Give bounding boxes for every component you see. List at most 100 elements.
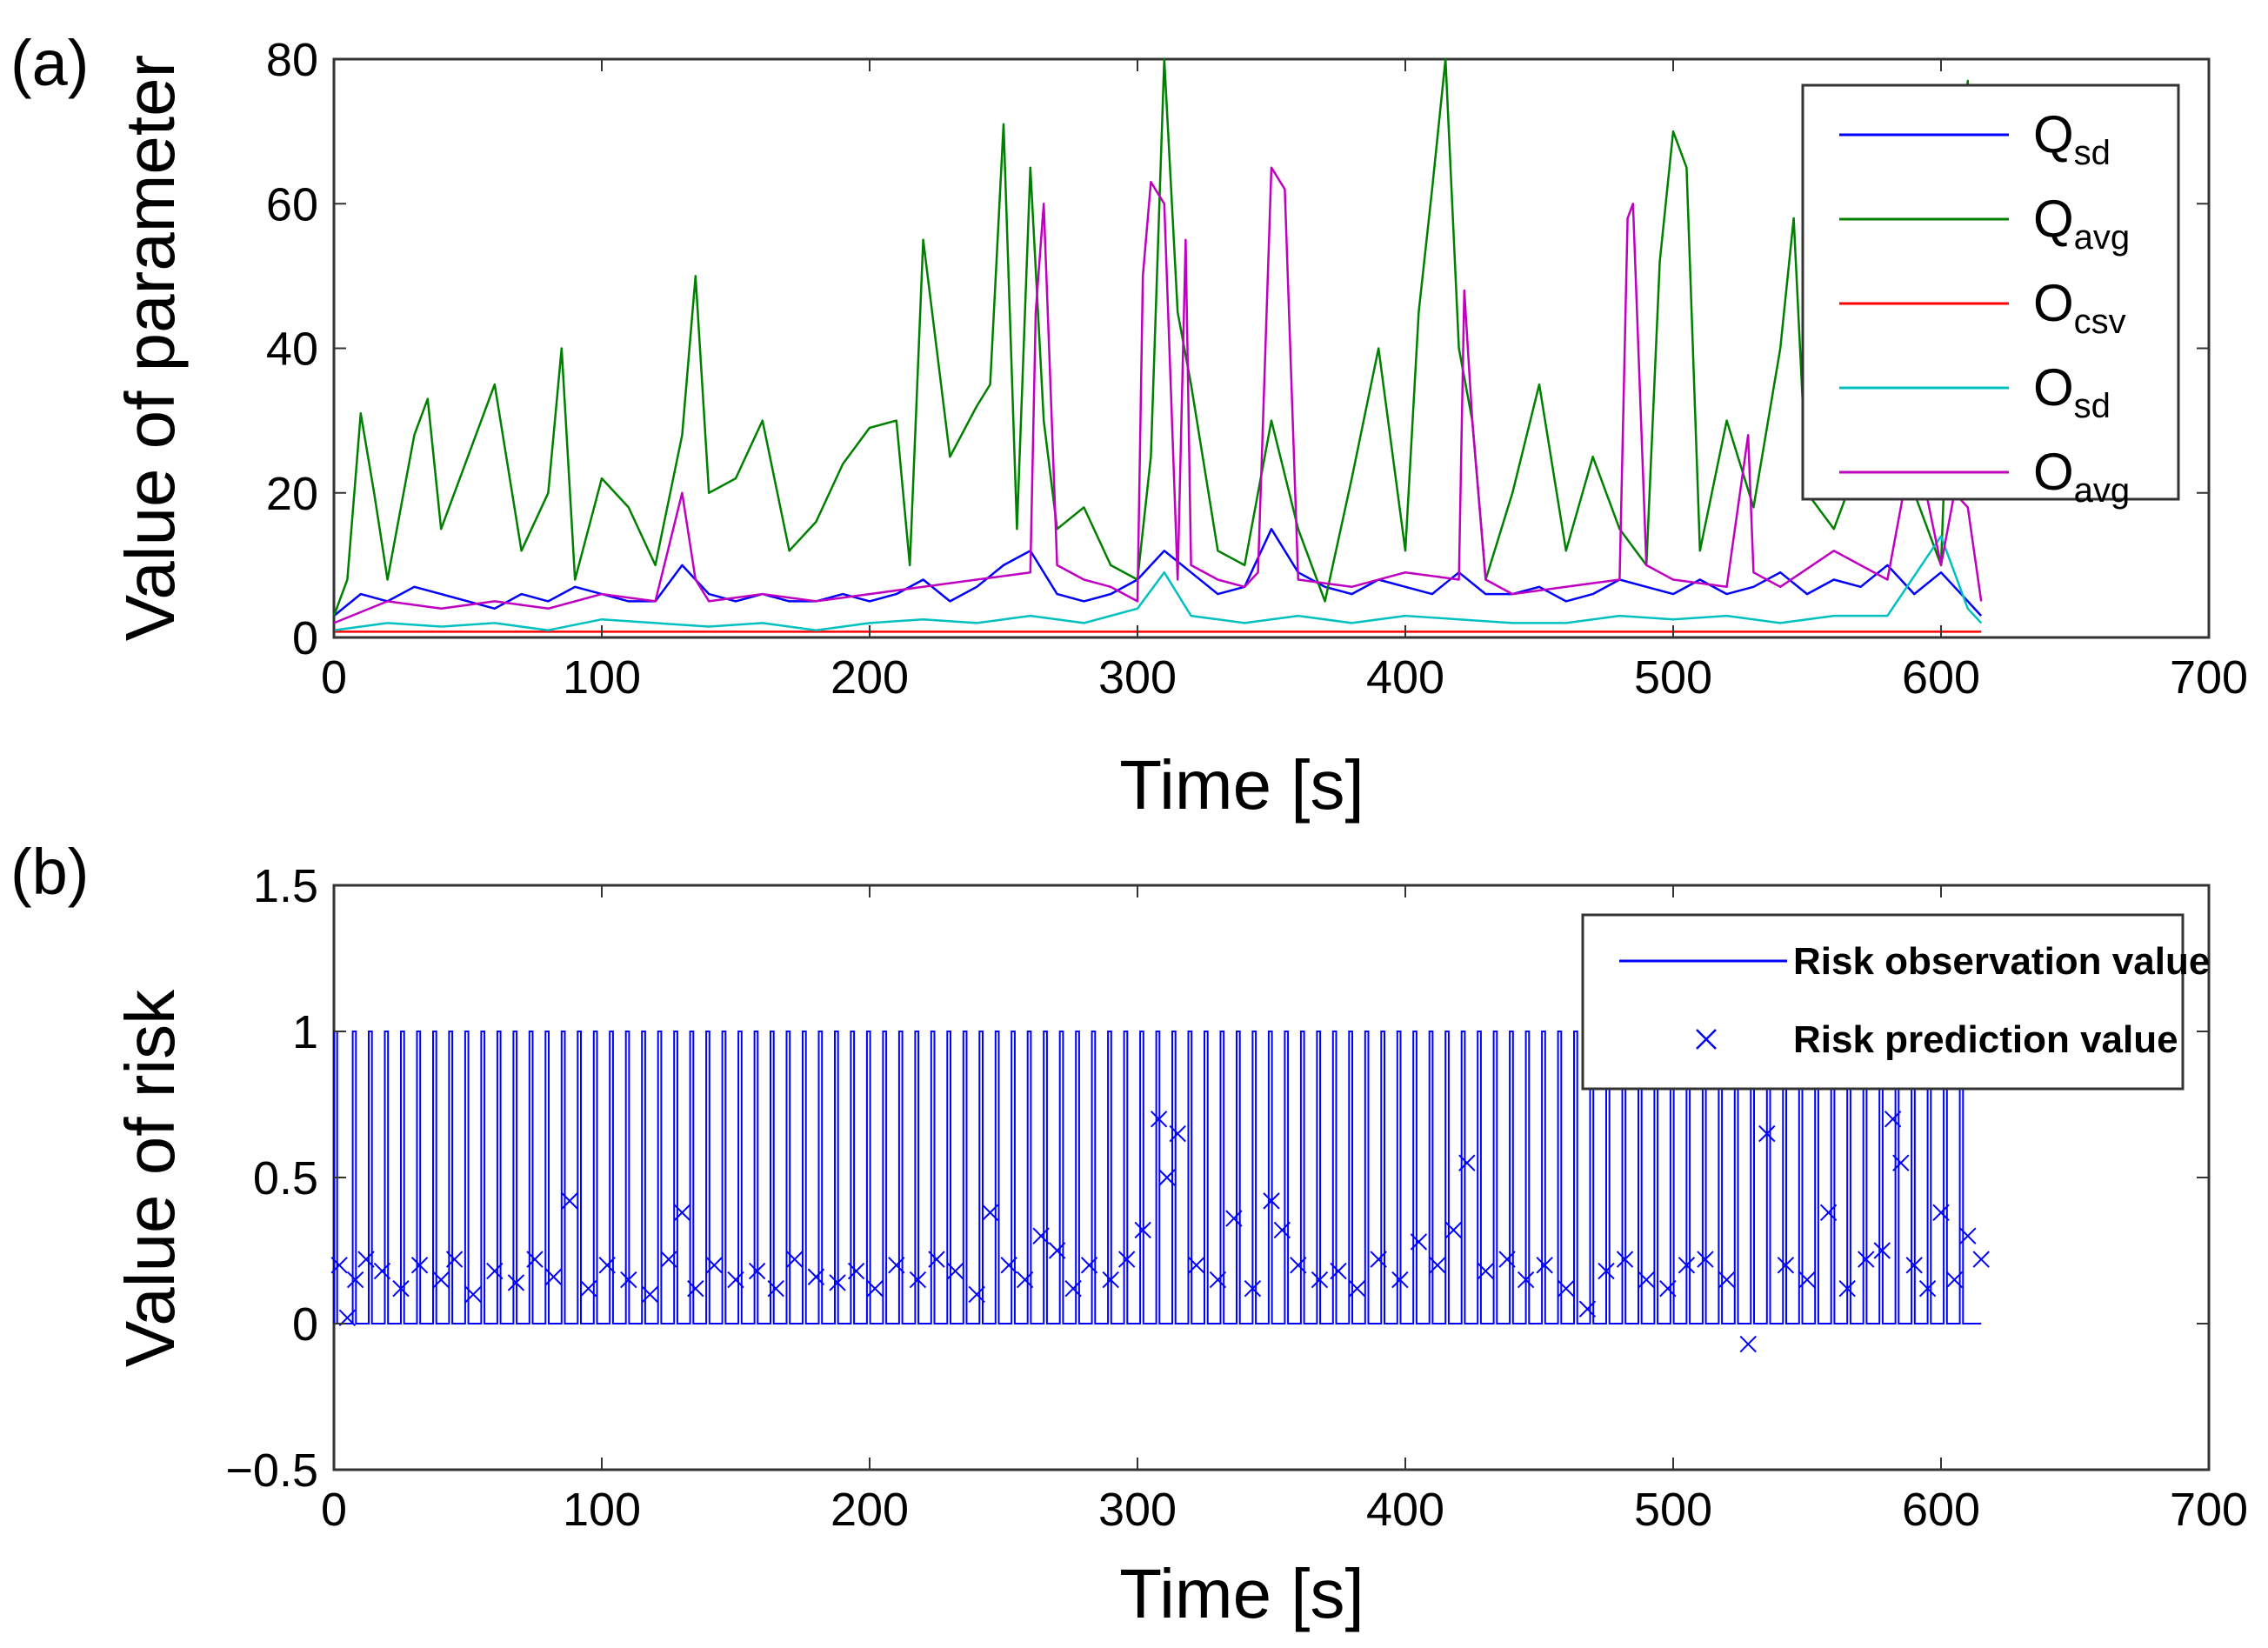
risk-prediction-point <box>1048 1242 1066 1259</box>
risk-prediction-point <box>544 1268 563 1285</box>
risk-prediction-point <box>1273 1221 1291 1239</box>
risk-prediction-point <box>346 1271 364 1289</box>
plot-a-legend-box <box>1801 83 2180 501</box>
y-tick-label: 0.5 <box>253 1152 318 1204</box>
risk-prediction-point <box>673 1204 691 1222</box>
series-line-risk-observation <box>333 1031 1982 1324</box>
plot-a-x-label: Time [s] <box>1119 746 1364 824</box>
risk-prediction-point <box>866 1279 884 1298</box>
plot-b-legend-box <box>1581 913 2185 1091</box>
y-tick-label: 0 <box>292 612 318 664</box>
risk-prediction-point <box>1517 1271 1535 1289</box>
risk-prediction-point <box>1263 1192 1280 1210</box>
risk-prediction-point <box>1000 1257 1017 1274</box>
risk-prediction-point <box>1410 1233 1428 1251</box>
risk-prediction-point <box>1209 1271 1227 1289</box>
x-tick-label: 500 <box>1634 1484 1712 1536</box>
y-tick-label: 40 <box>266 324 318 376</box>
risk-prediction-point <box>727 1271 744 1289</box>
risk-prediction-point <box>432 1271 450 1289</box>
y-tick-label: 0 <box>292 1298 318 1351</box>
risk-prediction-point <box>1370 1251 1387 1268</box>
risk-prediction-point <box>807 1268 825 1285</box>
risk-prediction-point <box>786 1251 804 1268</box>
risk-prediction-point <box>1873 1242 1891 1259</box>
risk-prediction-point <box>1918 1279 1937 1298</box>
risk-prediction-point <box>888 1257 905 1274</box>
risk-prediction-point <box>486 1262 504 1280</box>
risk-prediction-point <box>1290 1257 1307 1274</box>
risk-prediction-point <box>561 1192 578 1210</box>
risk-prediction-point <box>641 1285 659 1304</box>
panel-a-label: (a) <box>10 27 89 99</box>
risk-prediction-point <box>1158 1169 1176 1186</box>
risk-prediction-point <box>829 1274 846 1291</box>
risk-prediction-point <box>1429 1257 1446 1274</box>
risk-prediction-point <box>1150 1111 1168 1128</box>
x-tick-label: 100 <box>563 651 641 704</box>
series-line-oavg <box>333 166 1983 624</box>
risk-prediction-point <box>1536 1257 1553 1274</box>
risk-prediction-point <box>620 1271 637 1289</box>
risk-prediction-point <box>1758 1124 1776 1143</box>
plot-b-ticks: 0 100 200 300 400 500 600 700−0.500.511.5 <box>225 860 2248 1536</box>
risk-prediction-point <box>1080 1257 1098 1274</box>
plot-a-y-label: Value of parameter <box>111 55 189 641</box>
risk-prediction-point <box>1102 1271 1119 1289</box>
x-tick-label: 0 <box>321 651 347 704</box>
risk-prediction-point <box>1616 1251 1634 1268</box>
legend-label-oavg: Oavg <box>2033 443 2130 510</box>
risk-prediction-point <box>579 1279 597 1298</box>
plot-b-series <box>330 1031 1990 1353</box>
legend-label-qsd: Qsd <box>2033 105 2111 172</box>
risk-prediction-point <box>1064 1279 1082 1298</box>
risk-prediction-point <box>1819 1204 1838 1222</box>
legend-label-qavg: Qavg <box>2033 190 2130 257</box>
risk-prediction-point <box>1945 1271 1964 1289</box>
risk-prediction-point <box>392 1279 410 1298</box>
risk-prediction-point <box>330 1257 348 1274</box>
risk-prediction-point <box>1718 1271 1736 1289</box>
series-line-osd <box>333 535 1983 631</box>
x-tick-label: 0 <box>321 1484 347 1536</box>
risk-prediction-point <box>847 1262 865 1280</box>
risk-prediction-point <box>1972 1251 1990 1268</box>
x-tick-label: 300 <box>1098 1484 1177 1536</box>
risk-prediction-point <box>598 1257 616 1274</box>
risk-prediction-point <box>1578 1300 1597 1318</box>
risk-prediction-point <box>445 1251 464 1268</box>
risk-prediction-point <box>1659 1279 1677 1298</box>
risk-prediction-point <box>968 1285 985 1304</box>
x-tick-label: 600 <box>1902 651 1980 704</box>
risk-prediction-point <box>1884 1111 1902 1128</box>
x-tick-label: 500 <box>1634 651 1712 704</box>
y-tick-label: 1 <box>292 1006 318 1058</box>
legend-label-risk-prediction: Risk prediction value <box>1793 1018 2178 1061</box>
y-tick-label: −0.5 <box>225 1445 318 1497</box>
risk-prediction-point <box>1444 1221 1463 1239</box>
legend-label-osd: Osd <box>2033 358 2111 425</box>
plot-b-y-label: Value of risk <box>111 989 189 1367</box>
risk-prediction-point <box>1169 1124 1186 1143</box>
risk-prediction-point <box>507 1274 525 1291</box>
plot-a-ticks: 0 100 200 300 400 500 600 700 0 20 40 60 80 <box>266 34 2248 704</box>
risk-prediction-point <box>1477 1262 1495 1280</box>
risk-prediction-point <box>1244 1279 1262 1298</box>
risk-prediction-point <box>1798 1271 1816 1289</box>
risk-prediction-point <box>1858 1251 1875 1268</box>
x-tick-label: 100 <box>563 1484 641 1536</box>
risk-prediction-point <box>1905 1257 1923 1274</box>
x-tick-label: 400 <box>1366 1484 1444 1536</box>
legend-label-ocsv: Ocsv <box>2033 274 2126 341</box>
risk-prediction-point <box>1188 1257 1205 1274</box>
risk-prediction-point <box>687 1279 704 1298</box>
x-tick-label: 400 <box>1366 651 1444 704</box>
risk-prediction-point <box>909 1271 927 1289</box>
panel-b: (b) 0 100 200 300 400 500 600 700−0.500.511.5 T… <box>10 836 2248 1632</box>
risk-prediction-point <box>1598 1262 1615 1280</box>
risk-prediction-point <box>1311 1271 1329 1289</box>
risk-prediction-point <box>526 1251 544 1268</box>
risk-prediction-point <box>1330 1262 1347 1280</box>
risk-prediction-point <box>928 1251 945 1268</box>
